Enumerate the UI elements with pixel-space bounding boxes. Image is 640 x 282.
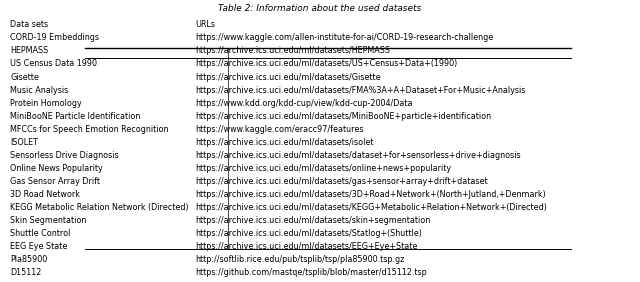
- Text: https://archive.ics.uci.edu/ml/datasets/FMA%3A+A+Dataset+For+Music+Analysis: https://archive.ics.uci.edu/ml/datasets/…: [195, 85, 525, 94]
- Text: URLs: URLs: [195, 20, 215, 29]
- Text: https://archive.ics.uci.edu/ml/datasets/Gisette: https://archive.ics.uci.edu/ml/datasets/…: [195, 72, 381, 81]
- Text: Shuttle Control: Shuttle Control: [10, 229, 70, 238]
- Text: Sensorless Drive Diagnosis: Sensorless Drive Diagnosis: [10, 151, 119, 160]
- Text: https://archive.ics.uci.edu/ml/datasets/Statlog+(Shuttle): https://archive.ics.uci.edu/ml/datasets/…: [195, 229, 422, 238]
- Text: MiniBooNE Particle Identification: MiniBooNE Particle Identification: [10, 112, 141, 121]
- Text: Gas Sensor Array Drift: Gas Sensor Array Drift: [10, 177, 100, 186]
- Text: https://www.kaggle.com/eracc97/features: https://www.kaggle.com/eracc97/features: [195, 125, 364, 134]
- Text: Data sets: Data sets: [10, 20, 49, 29]
- Text: https://archive.ics.uci.edu/ml/datasets/isolet: https://archive.ics.uci.edu/ml/datasets/…: [195, 138, 374, 147]
- Text: Pla85900: Pla85900: [10, 255, 47, 264]
- Text: HEPMASS: HEPMASS: [10, 47, 49, 56]
- Text: ISOLET: ISOLET: [10, 138, 38, 147]
- Text: CORD-19 Embeddings: CORD-19 Embeddings: [10, 33, 99, 42]
- Text: http://softlib.rice.edu/pub/tsplib/tsp/pla85900.tsp.gz: http://softlib.rice.edu/pub/tsplib/tsp/p…: [195, 255, 404, 264]
- Text: https://archive.ics.uci.edu/ml/datasets/skin+segmentation: https://archive.ics.uci.edu/ml/datasets/…: [195, 216, 431, 225]
- Text: https://archive.ics.uci.edu/ml/datasets/dataset+for+sensorless+drive+diagnosis: https://archive.ics.uci.edu/ml/datasets/…: [195, 151, 521, 160]
- Text: https://github.com/mastqe/tsplib/blob/master/d15112.tsp: https://github.com/mastqe/tsplib/blob/ma…: [195, 268, 427, 277]
- Text: Skin Segmentation: Skin Segmentation: [10, 216, 86, 225]
- Text: https://archive.ics.uci.edu/ml/datasets/KEGG+Metabolic+Relation+Network+(Directe: https://archive.ics.uci.edu/ml/datasets/…: [195, 203, 547, 212]
- Text: US Census Data 1990: US Census Data 1990: [10, 60, 97, 69]
- Text: Music Analysis: Music Analysis: [10, 85, 68, 94]
- Text: https://archive.ics.uci.edu/ml/datasets/MiniBooNE+particle+identification: https://archive.ics.uci.edu/ml/datasets/…: [195, 112, 492, 121]
- Text: EEG Eye State: EEG Eye State: [10, 242, 68, 251]
- Text: https://archive.ics.uci.edu/ml/datasets/HEPMASS: https://archive.ics.uci.edu/ml/datasets/…: [195, 47, 390, 56]
- Text: Protein Homology: Protein Homology: [10, 99, 82, 108]
- Text: D15112: D15112: [10, 268, 42, 277]
- Text: https://www.kdd.org/kdd-cup/view/kdd-cup-2004/Data: https://www.kdd.org/kdd-cup/view/kdd-cup…: [195, 99, 413, 108]
- Text: KEGG Metabolic Relation Network (Directed): KEGG Metabolic Relation Network (Directe…: [10, 203, 189, 212]
- Text: https://archive.ics.uci.edu/ml/datasets/gas+sensor+array+drift+dataset: https://archive.ics.uci.edu/ml/datasets/…: [195, 177, 488, 186]
- Text: https://archive.ics.uci.edu/ml/datasets/EEG+Eye+State: https://archive.ics.uci.edu/ml/datasets/…: [195, 242, 418, 251]
- Text: Online News Popularity: Online News Popularity: [10, 164, 103, 173]
- Text: https://archive.ics.uci.edu/ml/datasets/3D+Road+Network+(North+Jutland,+Denmark): https://archive.ics.uci.edu/ml/datasets/…: [195, 190, 546, 199]
- Text: https://archive.ics.uci.edu/ml/datasets/online+news+popularity: https://archive.ics.uci.edu/ml/datasets/…: [195, 164, 451, 173]
- Text: https://archive.ics.uci.edu/ml/datasets/US+Census+Data+(1990): https://archive.ics.uci.edu/ml/datasets/…: [195, 60, 458, 69]
- Text: Table 2: Information about the used datasets: Table 2: Information about the used data…: [218, 4, 422, 13]
- Text: https://www.kaggle.com/allen-institute-for-ai/CORD-19-research-challenge: https://www.kaggle.com/allen-institute-f…: [195, 33, 493, 42]
- Text: Gisette: Gisette: [10, 72, 39, 81]
- Text: 3D Road Network: 3D Road Network: [10, 190, 80, 199]
- Text: MFCCs for Speech Emotion Recognition: MFCCs for Speech Emotion Recognition: [10, 125, 169, 134]
